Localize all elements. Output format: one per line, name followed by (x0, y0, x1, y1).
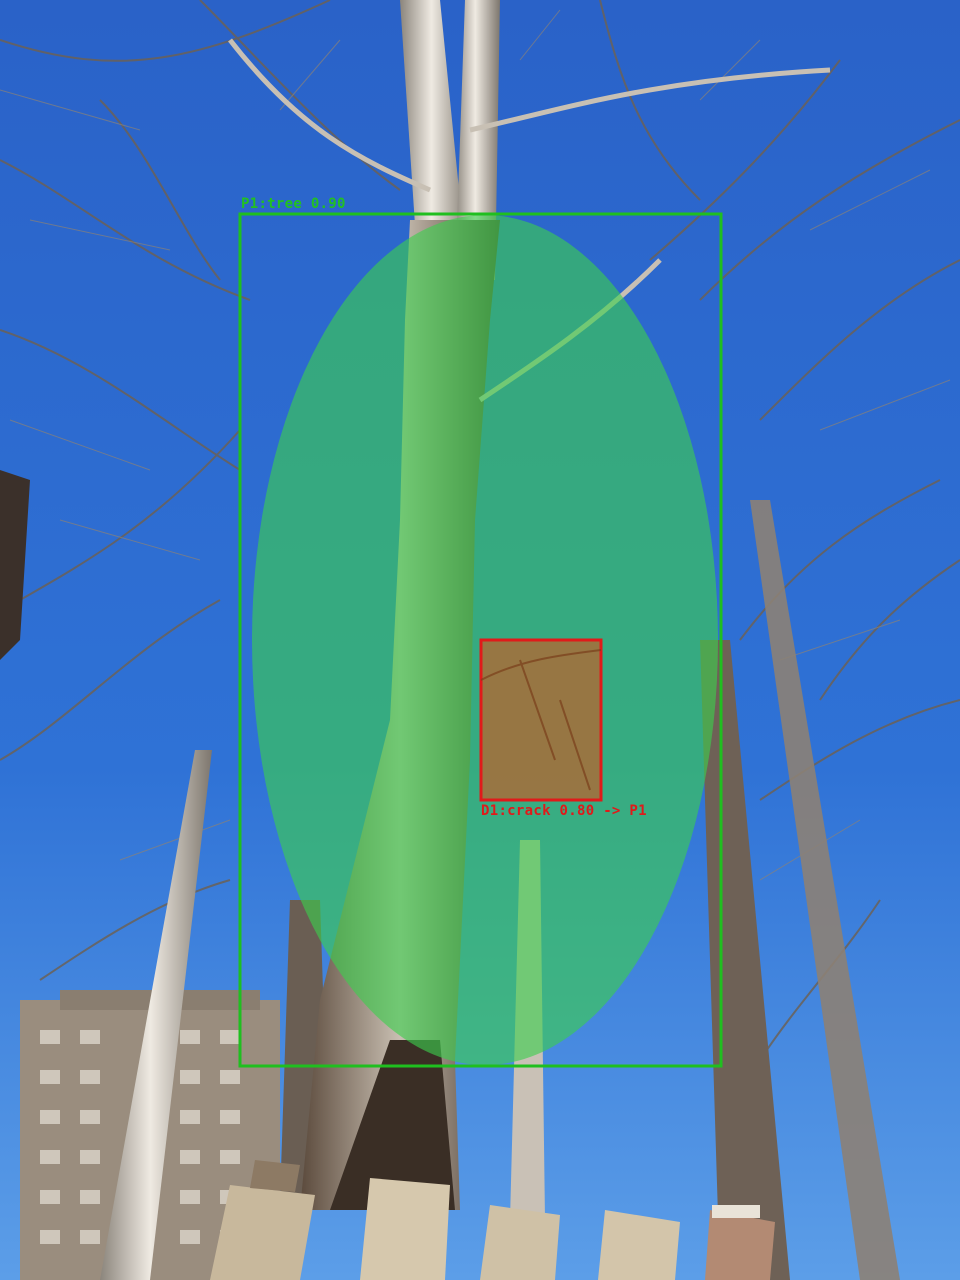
background-branches (0, 0, 960, 1061)
wooden-fence (210, 1160, 775, 1280)
tree-annotation-label: P1:tree 0.90 (241, 196, 346, 212)
tree-bounding-box (238, 212, 723, 1068)
crack-twigs (480, 649, 602, 791)
fine-twigs (0, 9, 951, 881)
crack-annotation-label: D1:crack 0.80 -> P1 (481, 803, 647, 819)
